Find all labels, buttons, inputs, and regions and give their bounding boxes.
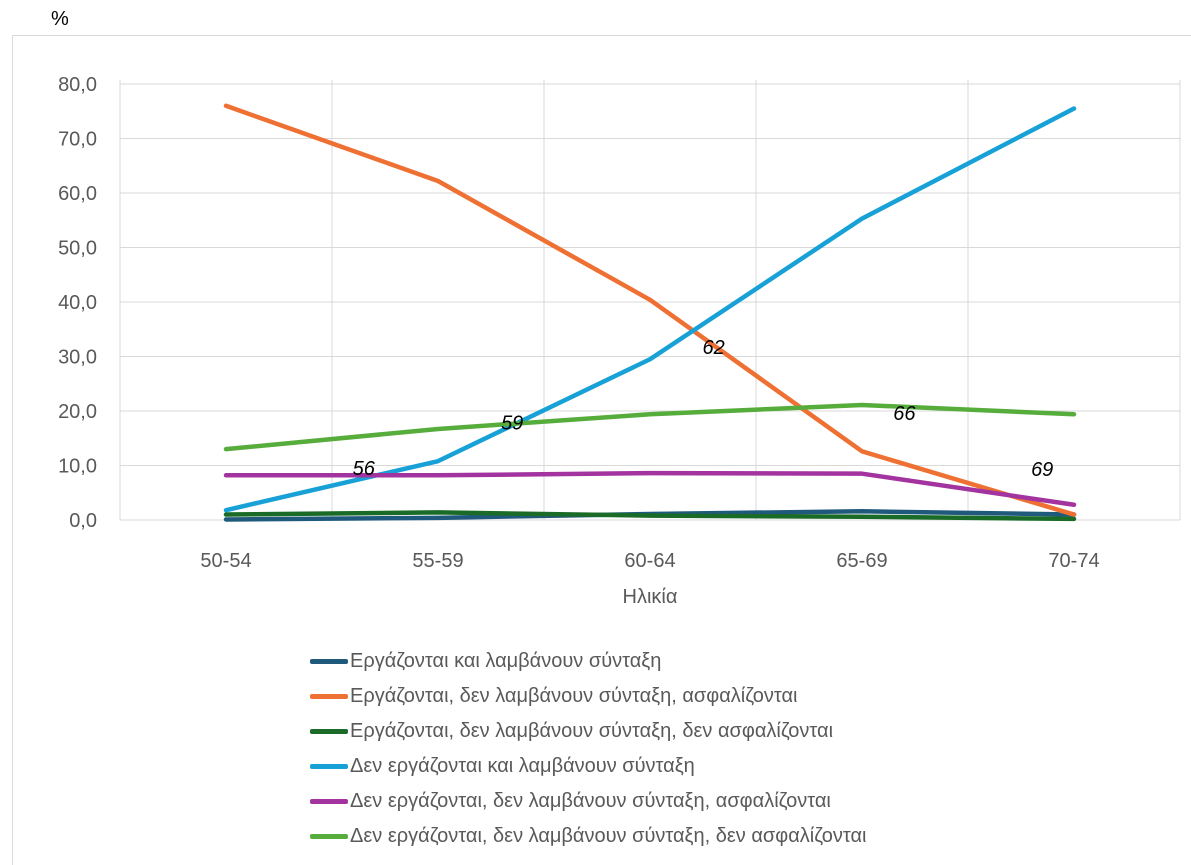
legend-swatch bbox=[310, 659, 348, 664]
legend-swatch bbox=[310, 764, 348, 769]
y-tick-label: 80,0 bbox=[58, 74, 97, 96]
series-layer bbox=[223, 103, 1077, 522]
annotation-layer: 56 59 62 66 69 bbox=[353, 337, 1054, 481]
legend-item: Εργάζονται και λαμβάνουν σύνταξη bbox=[310, 644, 866, 679]
legend-item: Δεν εργάζονται και λαμβάνουν σύνταξη bbox=[310, 749, 866, 784]
y-tick-label: 40,0 bbox=[58, 292, 97, 314]
legend-label: Δεν εργάζονται και λαμβάνουν σύνταξη bbox=[350, 755, 695, 777]
y-tick-label: 20,0 bbox=[58, 401, 97, 423]
x-tick-label: 65-69 bbox=[836, 550, 887, 572]
annotation-label: 69 bbox=[1031, 459, 1053, 481]
legend-label: Δεν εργάζονται, δεν λαμβάνουν σύνταξη, δ… bbox=[350, 825, 867, 847]
unit-label: % bbox=[51, 8, 69, 30]
legend-item: Δεν εργάζονται, δεν λαμβάνουν σύνταξη, α… bbox=[310, 784, 866, 819]
y-tick-label: 70,0 bbox=[58, 129, 97, 151]
series-line-2 bbox=[223, 103, 1077, 517]
x-tick-label: 55-59 bbox=[412, 550, 463, 572]
legend: Εργάζονται και λαμβάνουν σύνταξη Εργάζοντ… bbox=[310, 644, 866, 854]
legend-swatch bbox=[310, 694, 348, 699]
x-tick-label: 60-64 bbox=[624, 550, 675, 572]
annotation-label: 59 bbox=[501, 412, 523, 434]
legend-label: Δεν εργάζονται, δεν λαμβάνουν σύνταξη, α… bbox=[350, 790, 831, 812]
legend-swatch bbox=[310, 799, 348, 804]
y-tick-label: 50,0 bbox=[58, 238, 97, 260]
legend-label: Εργάζονται, δεν λαμβάνουν σύνταξη, ασφαλ… bbox=[350, 685, 798, 707]
annotation-label: 66 bbox=[893, 403, 916, 425]
legend-label: Εργάζονται, δεν λαμβάνουν σύνταξη, δεν α… bbox=[350, 720, 834, 742]
legend-swatch bbox=[310, 834, 348, 839]
legend-item: Εργάζονται, δεν λαμβάνουν σύνταξη, δεν α… bbox=[310, 714, 866, 749]
y-tick-label: 30,0 bbox=[58, 347, 97, 369]
legend-swatch bbox=[310, 729, 348, 734]
y-axis-ticks: 0,0 10,0 20,0 30,0 40,0 50,0 60,0 70,0 80,0 bbox=[58, 74, 97, 532]
x-tick-label: 70-74 bbox=[1048, 550, 1099, 572]
y-tick-label: 60,0 bbox=[58, 183, 97, 205]
x-axis-title: Ηλικία bbox=[623, 586, 678, 608]
series-line-5 bbox=[223, 470, 1077, 507]
series-line-6 bbox=[223, 402, 1077, 452]
annotation-label: 62 bbox=[702, 337, 724, 359]
annotation-label: 56 bbox=[353, 458, 376, 480]
series-line-3 bbox=[223, 510, 1077, 522]
x-axis-ticks: 50-54 55-59 60-64 65-69 70-74 bbox=[200, 550, 1099, 572]
legend-label: Εργάζονται και λαμβάνουν σύνταξη bbox=[350, 650, 662, 672]
x-tick-label: 50-54 bbox=[200, 550, 251, 572]
y-tick-label: 0,0 bbox=[69, 510, 97, 532]
legend-item: Δεν εργάζονται, δεν λαμβάνουν σύνταξη, δ… bbox=[310, 819, 866, 854]
series-line-4 bbox=[223, 106, 1077, 513]
legend-item: Εργάζονται, δεν λαμβάνουν σύνταξη, ασφαλ… bbox=[310, 679, 866, 714]
y-tick-label: 10,0 bbox=[58, 456, 97, 478]
chart-frame bbox=[12, 35, 1191, 865]
